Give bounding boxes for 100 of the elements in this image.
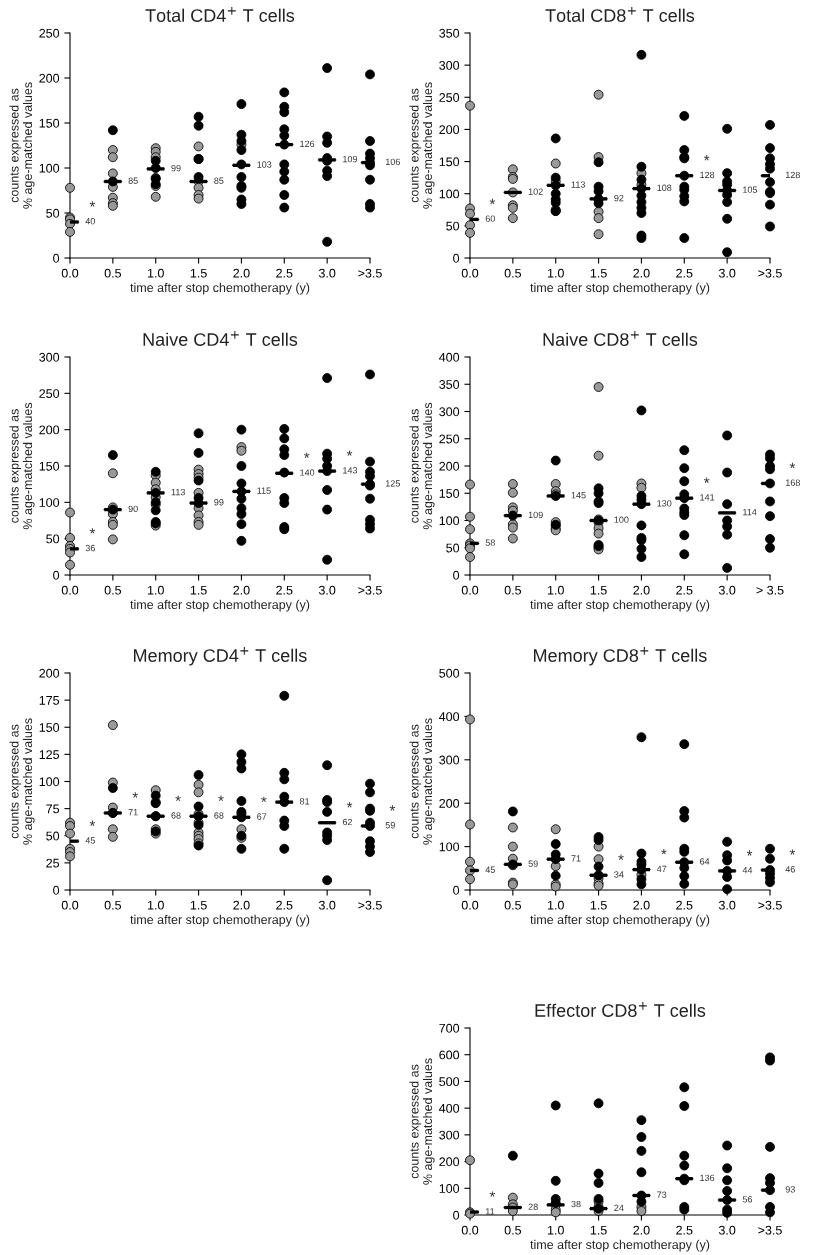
x-tick-label: 1.5 — [590, 585, 607, 595]
x-tick-label: 0.0 — [61, 585, 79, 595]
text: 64 — [700, 858, 710, 865]
text: 115 — [257, 487, 271, 494]
annotation: * — [618, 854, 624, 860]
x-tick-label: 2.5 — [276, 585, 293, 595]
x-tick-label: 3.0 — [718, 268, 736, 278]
x-tick-label: 3.0 — [718, 1225, 736, 1235]
y-tick-label: 600 — [439, 1050, 460, 1060]
y-tick-label: 300 — [439, 1130, 460, 1140]
annotation: * — [789, 462, 796, 469]
text: 71 — [571, 855, 581, 862]
text: 128 — [700, 171, 715, 179]
x-tick-label: 3.0 — [718, 900, 736, 910]
chart-title: Total CD8$^{+}$ T cells — [545, 6, 695, 22]
annotation: * — [89, 528, 96, 534]
text: 68 — [171, 812, 181, 819]
y-tick-label: 200 — [439, 125, 460, 135]
y-tick-label: 100 — [39, 777, 60, 787]
y-tick-label: 500 — [439, 668, 460, 678]
annotation: * — [89, 820, 96, 826]
y-tick-label: 700 — [439, 1023, 460, 1033]
y-tick-label: 200 — [39, 668, 60, 678]
x-tick-label: 2.0 — [633, 900, 650, 910]
y-tick-label: 300 — [439, 407, 460, 417]
text: 125 — [385, 480, 400, 487]
x-axis-title: time after stop chemotherapy (y) — [130, 282, 310, 295]
x-axis-title: time after stop chemotherapy (y) — [530, 1239, 710, 1252]
y-tick-label: 150 — [39, 118, 60, 128]
text: 143 — [343, 467, 358, 474]
y-tick-label: 0 — [453, 1210, 460, 1220]
text: 60 — [485, 215, 495, 222]
chart-title: Memory CD4$^{+}$ T cells — [134, 646, 307, 666]
y-tick-label: 150 — [39, 723, 60, 732]
text: 68 — [214, 812, 224, 819]
x-tick-label: 3.0 — [718, 585, 736, 595]
text: 126 — [300, 140, 315, 148]
x-tick-label: 0.5 — [104, 585, 122, 595]
x-tick-label: 2.0 — [233, 268, 250, 278]
x-tick-label: 1.0 — [547, 585, 564, 595]
x-tick-label: 2.0 — [633, 268, 650, 278]
x-tick-label: 1.5 — [190, 900, 207, 910]
text: 108 — [657, 184, 672, 191]
x-tick-label: 3.0 — [318, 585, 336, 595]
y-tick-label: 75 — [46, 804, 60, 814]
annotation: * — [132, 792, 139, 798]
y-tick-label: 200 — [39, 73, 60, 83]
annotation: * — [703, 155, 710, 161]
chart-title: Memory CD8$^{+}$ T cells — [534, 646, 707, 666]
y-tick-label: 250 — [39, 389, 60, 398]
annotation: * — [703, 477, 710, 483]
y-tick-label: 300 — [439, 755, 460, 765]
x-axis-title: time after stop chemotherapy (y) — [530, 282, 710, 295]
text: 141 — [700, 494, 715, 501]
annotation: * — [346, 802, 353, 808]
text: 103 — [257, 161, 272, 168]
y-axis-title: counts expressed as % age-matched values — [409, 402, 435, 530]
x-tick-label: 1.0 — [547, 268, 564, 278]
text: 145 — [571, 492, 586, 499]
y-tick-label: 400 — [439, 1103, 460, 1113]
y-tick-label: 250 — [439, 434, 460, 444]
annotation: * — [218, 795, 224, 801]
x-tick-label: 1.5 — [590, 1225, 607, 1235]
y-axis-title: counts expressed as % age-matched values — [9, 82, 35, 209]
annotation: * — [746, 850, 753, 856]
y-tick-label: 175 — [39, 696, 60, 705]
annotation: * — [489, 198, 496, 205]
x-tick-label: 1.0 — [147, 900, 164, 910]
annotation: * — [261, 796, 267, 803]
y-tick-label: 100 — [439, 1184, 460, 1193]
x-tick-label: 2.5 — [676, 585, 693, 595]
annotation: * — [789, 849, 796, 855]
annotation: * — [661, 848, 667, 855]
text: 136 — [700, 1174, 715, 1182]
text: 99 — [214, 499, 224, 506]
y-tick-label: 400 — [439, 352, 460, 362]
y-tick-label: 100 — [39, 498, 60, 507]
x-tick-label: 2.5 — [676, 900, 693, 910]
x-axis-title: time after stop chemotherapy (y) — [130, 599, 310, 612]
y-tick-label: 250 — [439, 93, 460, 102]
text: 130 — [657, 500, 672, 507]
y-tick-label: 25 — [46, 858, 60, 868]
y-tick-label: 50 — [46, 831, 60, 841]
text: 28 — [528, 1203, 538, 1210]
text: 102 — [528, 188, 543, 195]
y-axis-title: counts expressed as % age-matched values — [409, 1058, 435, 1185]
text: 92 — [614, 194, 624, 202]
y-tick-label: 500 — [439, 1077, 460, 1087]
x-tick-label: >3.5 — [358, 268, 382, 278]
x-tick-label: 1.0 — [147, 268, 164, 278]
text: 11 — [485, 1208, 495, 1215]
text: 67 — [257, 813, 267, 820]
text: 81 — [299, 798, 310, 805]
y-axis-title: counts expressed as % age-matched values — [409, 82, 435, 209]
text: 100 — [614, 516, 629, 523]
text: 36 — [85, 544, 95, 552]
text: 58 — [485, 539, 495, 546]
y-tick-label: 50 — [446, 543, 460, 553]
annotation: * — [489, 1191, 496, 1197]
y-tick-label: 100 — [39, 163, 60, 173]
